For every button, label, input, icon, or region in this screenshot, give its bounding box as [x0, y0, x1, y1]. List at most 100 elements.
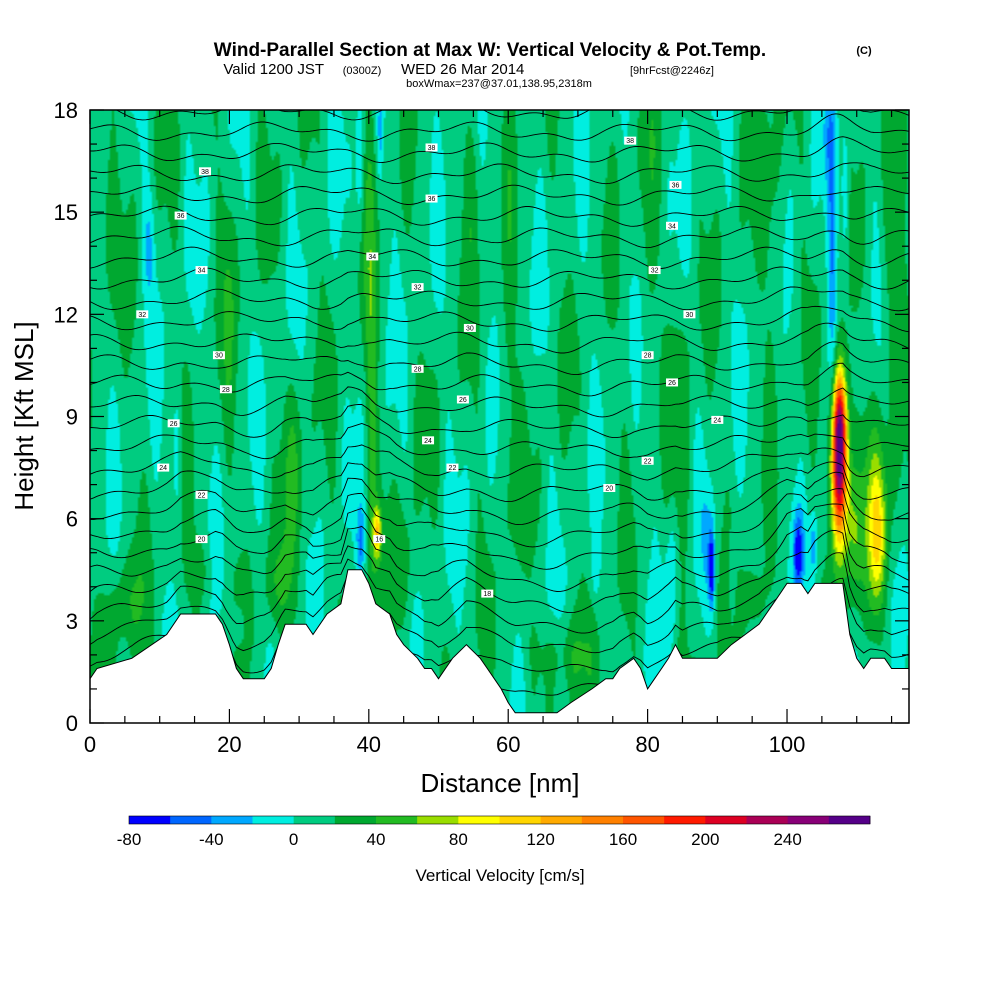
- contour-label: 36: [425, 194, 438, 203]
- colorbar-tick-label: 0: [289, 830, 298, 849]
- contour-label: 34: [366, 252, 379, 261]
- svg-text:26: 26: [459, 397, 467, 404]
- theta-contour-34: [90, 341, 909, 376]
- contour-label: 32: [136, 310, 149, 319]
- svg-text:38: 38: [428, 145, 436, 152]
- svg-text:20: 20: [198, 537, 206, 544]
- colorbar-swatch: [417, 816, 459, 824]
- svg-text:38: 38: [626, 138, 634, 145]
- contour-label: 38: [199, 167, 212, 176]
- contour-label: 24: [422, 436, 435, 445]
- valid-utc: (0300Z): [343, 65, 382, 77]
- svg-text:28: 28: [644, 353, 652, 360]
- colorbar-swatch: [499, 816, 542, 824]
- svg-text:22: 22: [449, 465, 457, 472]
- contour-label: 22: [195, 490, 208, 499]
- theta-contour-31: [90, 404, 909, 439]
- theta-contour-25: [90, 503, 909, 570]
- svg-text:30: 30: [215, 353, 223, 360]
- x-tick-label: 40: [357, 732, 381, 757]
- colorbar-label: Vertical Velocity [cm/s]: [415, 866, 584, 885]
- theta-contour-36: [90, 305, 909, 333]
- y-tick-label: 0: [66, 711, 78, 736]
- svg-text:22: 22: [644, 458, 652, 465]
- theta-contour-38: [90, 266, 909, 290]
- contour-label: 28: [219, 385, 232, 394]
- contour-label: 20: [603, 484, 616, 493]
- colorbar-swatch: [828, 816, 871, 824]
- colorbar-tick-label: 160: [609, 830, 637, 849]
- contour-label: 22: [641, 456, 654, 465]
- contour-label: 38: [425, 143, 438, 152]
- valid-date: WED 26 Mar 2014: [401, 61, 524, 78]
- contour-label: 26: [456, 395, 469, 404]
- svg-text:36: 36: [672, 182, 680, 189]
- x-tick-label: 60: [496, 732, 520, 757]
- svg-text:32: 32: [138, 312, 146, 319]
- colorbar-swatch: [540, 816, 583, 824]
- colorbar-swatch: [170, 816, 212, 824]
- svg-text:30: 30: [686, 312, 694, 319]
- colorbar-swatch: [581, 816, 624, 824]
- theta-contour-42: [90, 184, 909, 206]
- theta-contour-21: [90, 574, 909, 654]
- contour-label: 28: [641, 351, 654, 360]
- y-tick-label: 18: [54, 98, 78, 123]
- colorbar-swatch: [458, 816, 500, 824]
- svg-text:24: 24: [713, 417, 721, 424]
- contour-label: 36: [174, 211, 187, 220]
- theta-contour-27: [90, 471, 909, 526]
- colorbar-swatch: [787, 816, 830, 824]
- theta-contour-40: [90, 225, 909, 249]
- terrain-profile: [90, 569, 909, 723]
- contour-label: 34: [195, 266, 208, 275]
- contour-label: 20: [195, 535, 208, 544]
- svg-text:30: 30: [466, 325, 474, 332]
- contour-label: 26: [666, 378, 679, 387]
- contour-label: 24: [711, 415, 724, 424]
- theta-contour-29: [90, 444, 909, 481]
- y-tick-label: 15: [54, 200, 78, 225]
- theta-contour-43: [90, 162, 909, 185]
- colorbar-tick-label: 120: [526, 830, 554, 849]
- theta-contour-39: [90, 246, 909, 269]
- svg-text:20: 20: [605, 486, 613, 493]
- theta-contour-23: [90, 529, 909, 614]
- contour-label: 28: [411, 364, 424, 373]
- theta-contour-37: [90, 286, 909, 312]
- colorbar-swatch: [252, 816, 295, 824]
- contour-label: 32: [411, 283, 424, 292]
- theta-contour-32: [90, 386, 909, 418]
- contour-label: 34: [666, 221, 679, 230]
- theta-contour-45: [90, 113, 909, 142]
- svg-text:18: 18: [483, 591, 491, 598]
- svg-text:34: 34: [368, 254, 376, 261]
- colorbar: -80 -40 0 40 80 120 160 200 240: [117, 815, 871, 849]
- colorbar-frame: [128, 815, 871, 825]
- theta-contour-22: [90, 552, 909, 634]
- y-tick-label: 3: [66, 609, 78, 634]
- x-tick-label: 100: [769, 732, 806, 757]
- svg-text:26: 26: [668, 380, 676, 387]
- svg-text:28: 28: [222, 387, 230, 394]
- theta-contour-44: [90, 136, 909, 163]
- contour-label: 18: [481, 589, 494, 598]
- contour-label: 30: [683, 310, 696, 319]
- colorbar-swatch: [334, 816, 377, 824]
- svg-text:24: 24: [159, 465, 167, 472]
- theta-contour-41: [90, 205, 909, 227]
- copyright-mark: (C): [856, 45, 872, 57]
- svg-text:36: 36: [177, 213, 185, 220]
- colorbar-swatch: [664, 816, 706, 824]
- contour-label: 16: [373, 535, 386, 544]
- colorbar-swatch: [211, 816, 253, 824]
- colorbar-swatch: [623, 816, 665, 824]
- svg-text:32: 32: [651, 268, 659, 275]
- contour-label: 30: [212, 351, 225, 360]
- svg-text:38: 38: [201, 169, 209, 176]
- svg-text:34: 34: [668, 223, 676, 230]
- theta-contour-46: [115, 110, 909, 121]
- colorbar-tick-label: 200: [691, 830, 719, 849]
- y-axis-label: Height [Kft MSL]: [9, 321, 39, 510]
